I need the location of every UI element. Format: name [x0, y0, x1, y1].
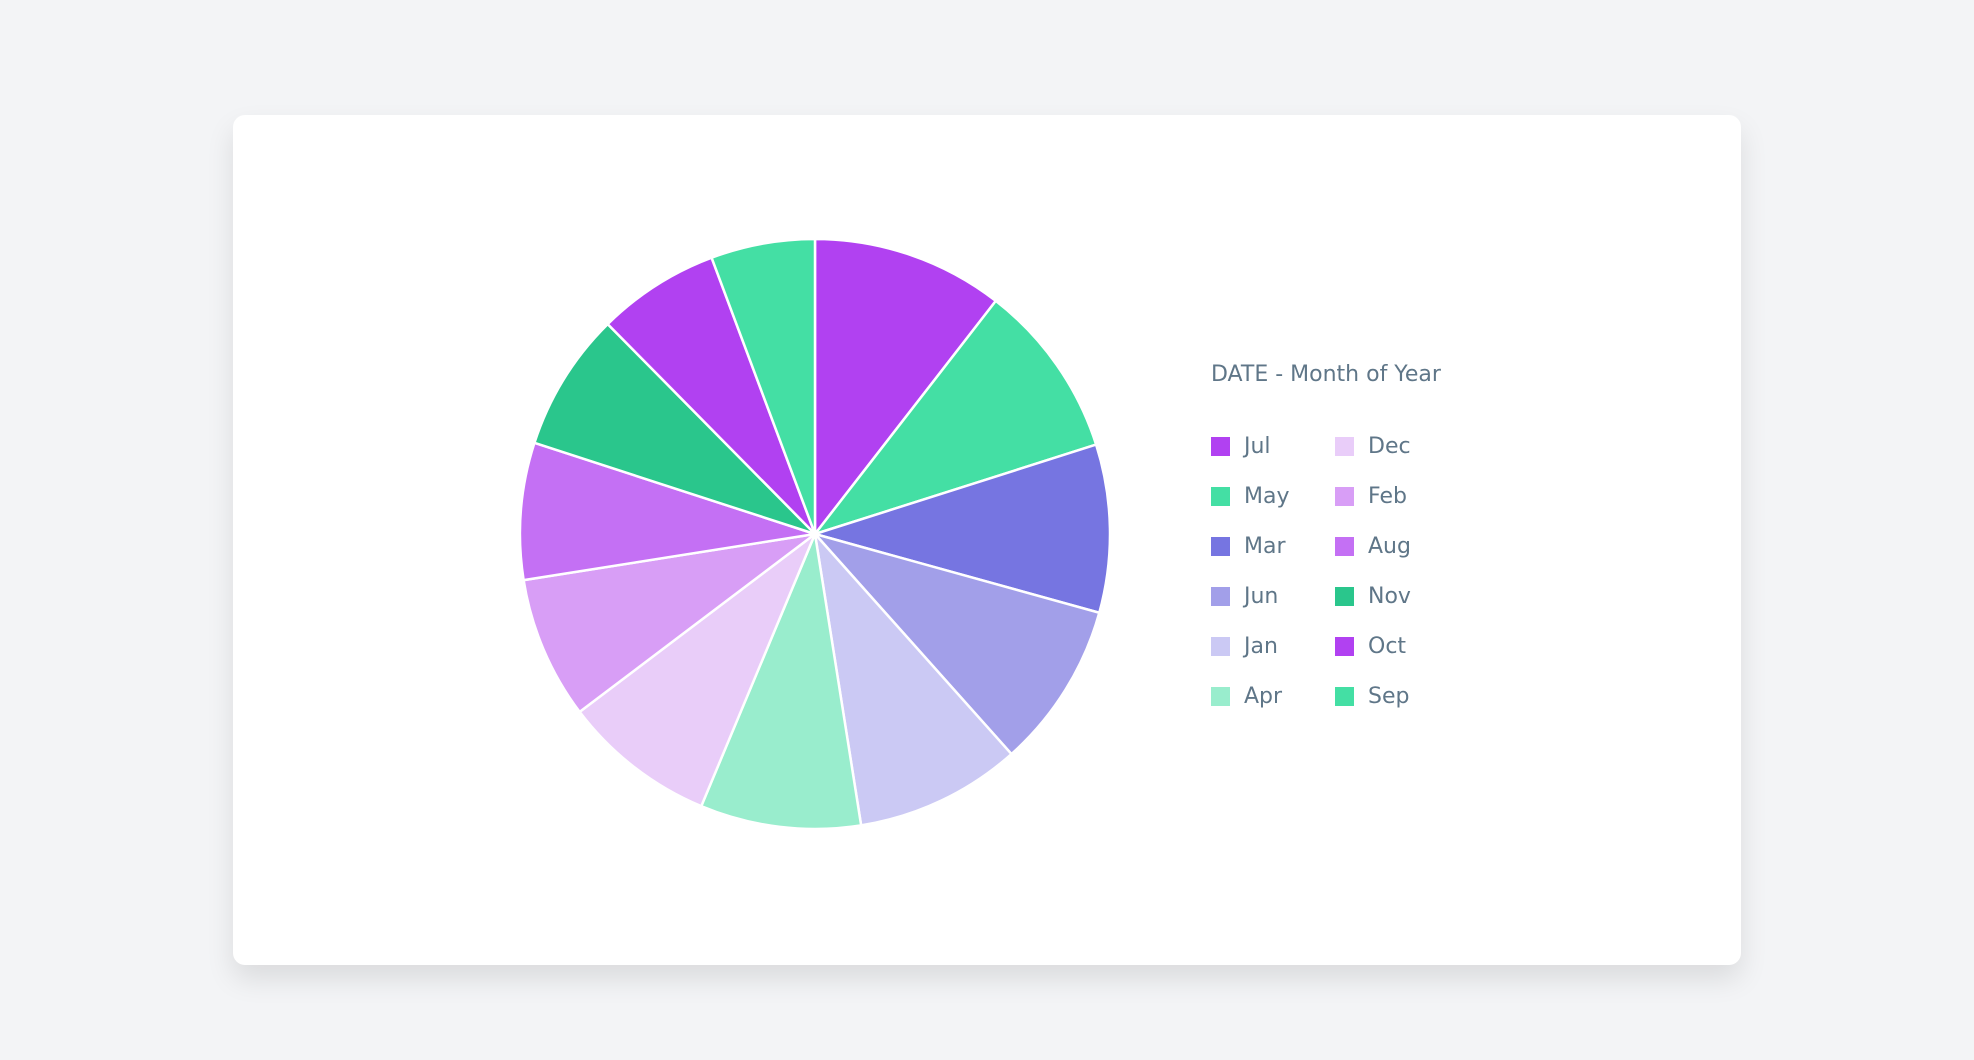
- pie-slice-oct[interactable]: [605, 256, 817, 535]
- pie-slice-dec[interactable]: [577, 530, 818, 808]
- legend-item-mar[interactable]: Mar: [1211, 521, 1335, 571]
- legend: DATE - Month of Year Jul May Mar Jun Jan Apr D…: [1211, 362, 1459, 721]
- legend-items: Jul May Mar Jun Jan Apr Dec Feb Aug Nov Oct Sep: [1211, 421, 1459, 721]
- legend-swatch: [1335, 586, 1354, 606]
- legend-label: Jan: [1244, 633, 1278, 659]
- pie-slice-may[interactable]: [811, 299, 1098, 537]
- pie-slice-feb[interactable]: [522, 532, 816, 714]
- pie-slice-nov[interactable]: [532, 322, 816, 536]
- legend-swatch: [1335, 486, 1354, 506]
- legend-item-sep[interactable]: Sep: [1335, 671, 1459, 721]
- legend-label: Apr: [1244, 683, 1283, 709]
- legend-label: Oct: [1368, 633, 1407, 659]
- legend-swatch: [1335, 686, 1354, 706]
- legend-label: Nov: [1368, 583, 1411, 609]
- legend-label: Jun: [1244, 583, 1279, 609]
- legend-item-aug[interactable]: Aug: [1335, 521, 1459, 571]
- legend-item-jan[interactable]: Jan: [1211, 621, 1335, 671]
- legend-swatch: [1335, 636, 1354, 656]
- pie-slice-aug[interactable]: [518, 441, 816, 582]
- pie-slice-jan[interactable]: [813, 529, 1014, 827]
- legend-swatch: [1211, 586, 1230, 606]
- legend-item-feb[interactable]: Feb: [1335, 471, 1459, 521]
- pie-slice-jul[interactable]: [813, 237, 998, 538]
- legend-label: Aug: [1368, 533, 1411, 559]
- pie-slice-mar[interactable]: [810, 443, 1112, 615]
- pie-chart: [518, 237, 1112, 831]
- legend-item-nov[interactable]: Nov: [1335, 571, 1459, 621]
- pie-slice-apr[interactable]: [699, 529, 863, 831]
- pie-slice-jun[interactable]: [811, 531, 1101, 756]
- legend-item-dec[interactable]: Dec: [1335, 421, 1459, 471]
- legend-swatch: [1335, 536, 1354, 556]
- legend-label: Dec: [1368, 433, 1411, 459]
- legend-swatch: [1211, 536, 1230, 556]
- pie-slice-sep[interactable]: [709, 237, 817, 535]
- legend-item-jul[interactable]: Jul: [1211, 421, 1335, 471]
- legend-item-may[interactable]: May: [1211, 471, 1335, 521]
- legend-swatch: [1211, 636, 1230, 656]
- legend-item-jun[interactable]: Jun: [1211, 571, 1335, 621]
- legend-swatch: [1211, 436, 1230, 456]
- legend-swatch: [1211, 686, 1230, 706]
- legend-item-apr[interactable]: Apr: [1211, 671, 1335, 721]
- legend-title: DATE - Month of Year: [1211, 362, 1441, 387]
- legend-label: Jul: [1244, 433, 1271, 459]
- chart-card: DATE - Month of Year Jul May Mar Jun Jan Apr D…: [233, 115, 1741, 965]
- legend-swatch: [1211, 486, 1230, 506]
- legend-label: Sep: [1368, 683, 1410, 709]
- legend-label: May: [1244, 483, 1290, 509]
- legend-swatch: [1335, 436, 1354, 456]
- legend-label: Feb: [1368, 483, 1407, 509]
- legend-label: Mar: [1244, 533, 1286, 559]
- legend-item-oct[interactable]: Oct: [1335, 621, 1459, 671]
